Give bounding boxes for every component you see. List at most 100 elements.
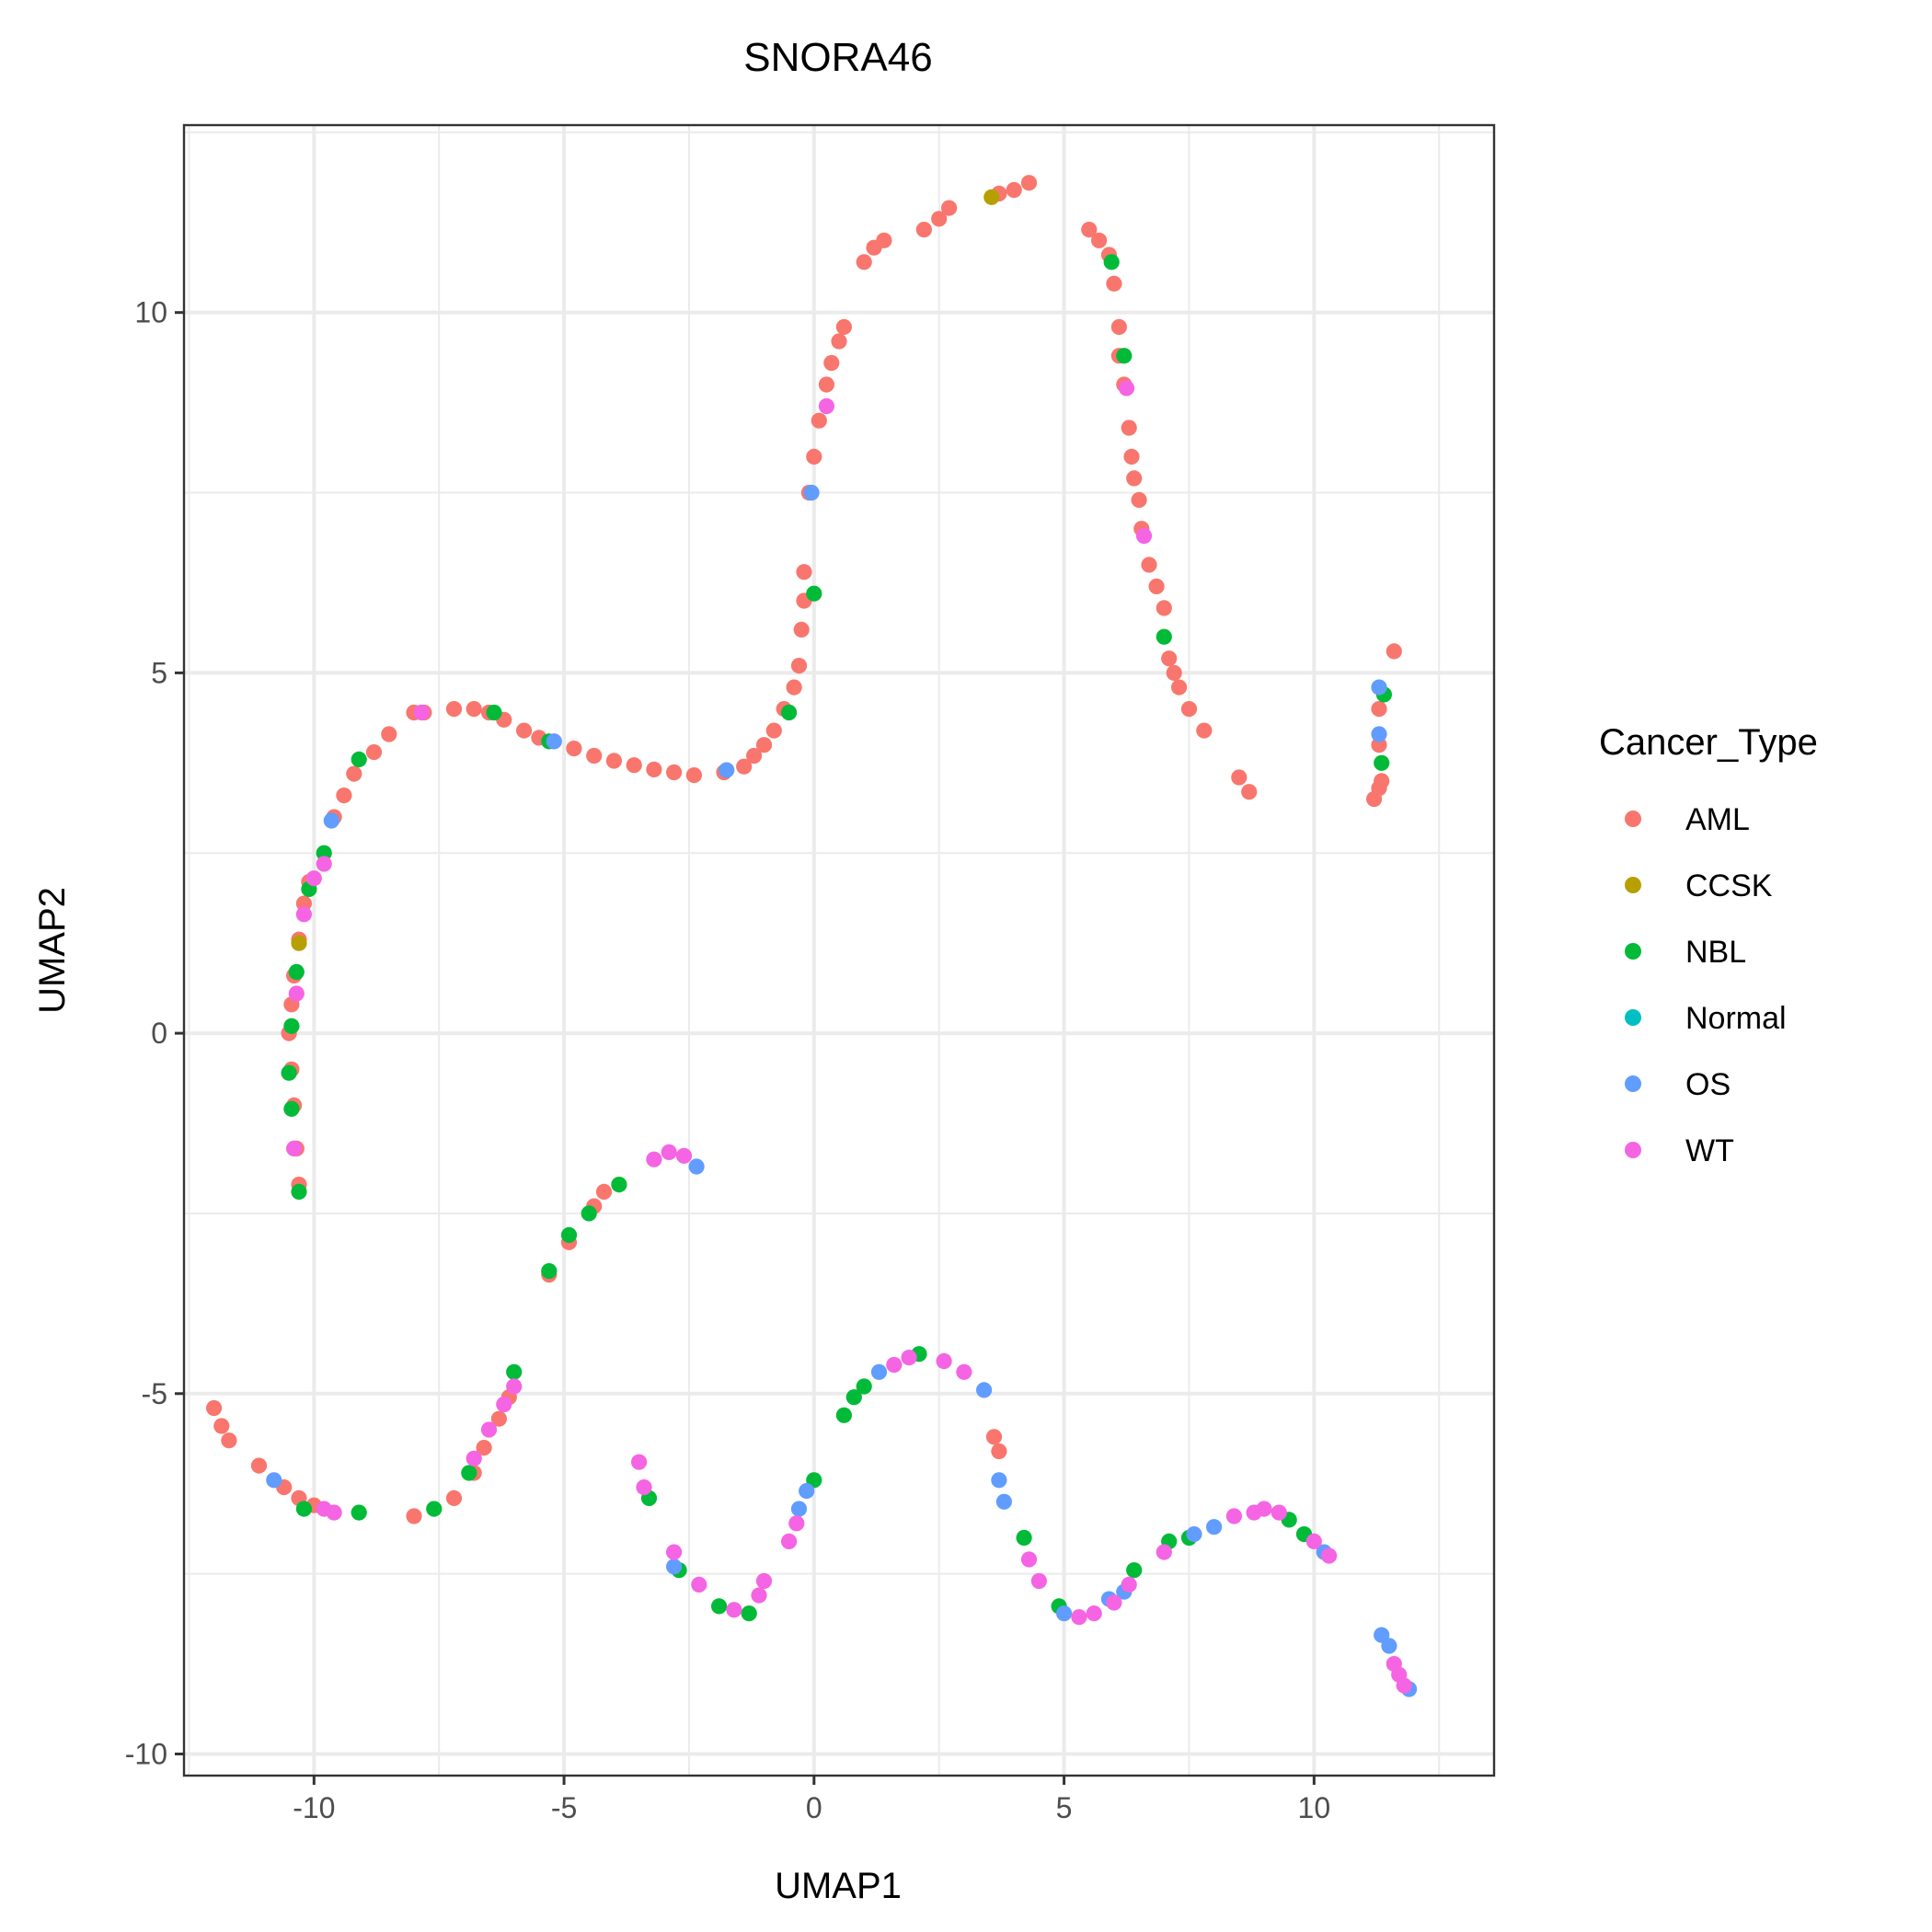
data-point-aml [685, 767, 703, 784]
data-point-aml [250, 1457, 268, 1474]
data-point-aml [1180, 701, 1198, 718]
data-point-wt [1030, 1572, 1047, 1590]
data-point-wt [1086, 1605, 1102, 1622]
x-tick-label: 5 [1056, 1791, 1073, 1824]
data-point-nbl [1103, 254, 1120, 270]
x-tick-label: 10 [1298, 1791, 1331, 1824]
data-point-aml [1006, 181, 1022, 199]
data-point-aml [1196, 722, 1213, 739]
data-point-aml [1106, 275, 1122, 292]
data-point-aml [985, 1429, 1003, 1445]
data-point-wt [326, 1504, 342, 1521]
data-point-aml [823, 354, 840, 372]
data-point-aml [490, 1410, 508, 1427]
data-point-aml [790, 658, 808, 674]
data-point-wt [901, 1350, 917, 1366]
data-point-aml [831, 333, 847, 350]
data-point-os [1056, 1605, 1073, 1622]
data-point-wt [636, 1479, 652, 1496]
legend-title: Cancer_Type [1599, 722, 1818, 763]
data-point-os [790, 1501, 808, 1517]
x-tick-label: -10 [293, 1791, 335, 1824]
data-point-os [976, 1382, 993, 1398]
legend-label-normal: Normal [1685, 1001, 1787, 1036]
data-point-nbl [781, 704, 798, 721]
data-point-wt [661, 1144, 677, 1160]
data-point-aml [1091, 232, 1108, 248]
data-point-nbl [506, 1363, 523, 1380]
data-point-aml [445, 1489, 463, 1506]
data-point-wt [675, 1147, 693, 1164]
data-point-aml [666, 764, 683, 781]
data-point-wt [1321, 1547, 1338, 1564]
grid-lines [184, 125, 1494, 1776]
y-tick-label: -10 [125, 1737, 167, 1770]
data-point-os [323, 812, 339, 829]
data-point-aml [765, 722, 782, 739]
data-point-aml [1126, 470, 1143, 487]
data-point-aml [1171, 679, 1188, 696]
data-point-wt [755, 1572, 773, 1590]
data-point-nbl [1374, 754, 1390, 771]
data-point-aml [876, 232, 892, 248]
data-point-nbl [541, 1263, 558, 1280]
data-point-wt [781, 1533, 798, 1549]
legend-swatch-wt [1625, 1142, 1641, 1158]
data-point-aml [818, 376, 835, 393]
data-point-wt [1256, 1501, 1272, 1517]
data-point-wt [956, 1363, 972, 1380]
data-point-wt [1135, 527, 1153, 545]
data-point-wt [1118, 380, 1135, 397]
series-nbl [281, 254, 1392, 1622]
data-point-aml [626, 757, 642, 774]
data-point-wt [466, 1450, 482, 1466]
data-point-nbl [741, 1605, 757, 1622]
data-point-nbl [711, 1598, 728, 1615]
y-tick-label: 5 [151, 656, 167, 689]
legend-swatch-os [1625, 1075, 1641, 1092]
data-point-aml [221, 1432, 237, 1449]
data-point-aml [796, 564, 812, 581]
data-point-aml [1374, 773, 1390, 789]
data-point-wt [1106, 1594, 1122, 1611]
legend-swatch-nbl [1625, 943, 1641, 960]
data-point-wt [295, 906, 312, 923]
data-point-aml [566, 741, 582, 757]
data-point-aml [806, 448, 822, 465]
legend-label-os: OS [1685, 1067, 1731, 1102]
legend-label-ccsk: CCSK [1685, 868, 1773, 903]
data-point-aml [786, 679, 802, 696]
data-point-wt [666, 1544, 683, 1560]
data-point-aml [1081, 222, 1098, 238]
data-point-aml [811, 412, 827, 429]
data-point-wt [1396, 1677, 1412, 1694]
data-point-wt [691, 1576, 707, 1593]
data-point-os [1371, 726, 1387, 742]
legend-label-aml: AML [1685, 802, 1750, 837]
data-point-wt [1071, 1609, 1087, 1626]
data-point-wt [788, 1515, 805, 1532]
data-point-aml [793, 621, 810, 638]
data-point-wt [1156, 1544, 1172, 1560]
data-point-nbl [856, 1378, 872, 1395]
data-point-aml [1121, 420, 1137, 436]
data-point-nbl [845, 1389, 862, 1406]
data-point-aml [941, 200, 958, 216]
data-point-aml [595, 1183, 613, 1200]
data-point-wt [631, 1454, 648, 1470]
data-point-aml [931, 211, 948, 227]
legend-swatch-aml [1625, 811, 1641, 827]
legend-label-wt: WT [1685, 1133, 1734, 1168]
data-point-aml [746, 747, 763, 765]
data-point-ccsk [983, 189, 1000, 205]
data-point-aml [1141, 557, 1157, 573]
data-point-aml [381, 726, 397, 742]
y-tick-label: 10 [134, 296, 167, 329]
data-point-nbl [1156, 628, 1172, 645]
data-point-wt [1225, 1508, 1242, 1524]
data-point-aml [445, 701, 463, 718]
data-point-aml [1020, 175, 1038, 191]
series-aml [206, 175, 1402, 1524]
